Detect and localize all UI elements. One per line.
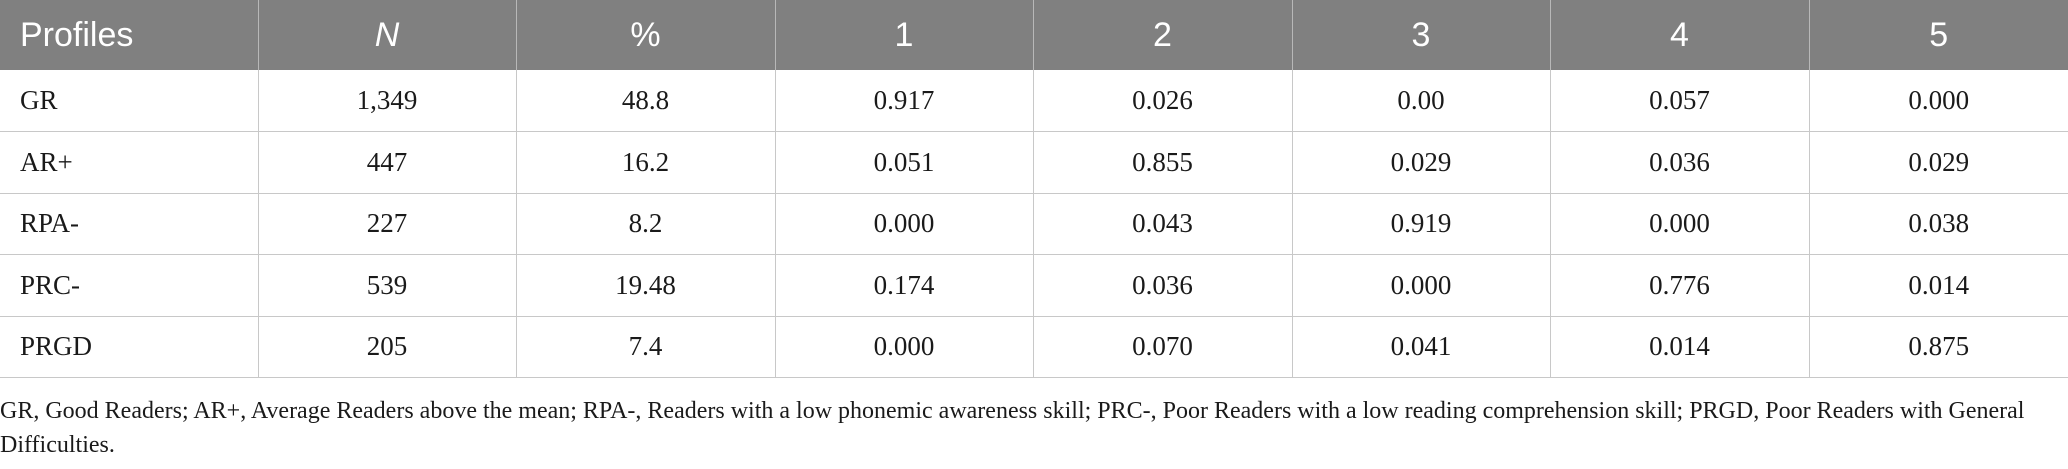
cell-4: 0.000 — [1550, 193, 1810, 255]
cell-1: 0.000 — [775, 193, 1034, 255]
cell-n: 447 — [258, 131, 517, 193]
cell-3: 0.919 — [1292, 193, 1551, 255]
cell-4: 0.776 — [1550, 254, 1810, 316]
cell-1: 0.174 — [775, 254, 1034, 316]
cell-n: 205 — [258, 316, 517, 378]
table-footnote: GR, Good Readers; AR+, Average Readers a… — [0, 398, 2025, 458]
cell-2: 0.026 — [1033, 70, 1293, 132]
cell-1: 0.051 — [775, 131, 1034, 193]
cell-2: 0.070 — [1033, 316, 1293, 378]
header-col-2: 2 — [1033, 0, 1293, 70]
cell-n: 539 — [258, 254, 517, 316]
cell-n: 1,349 — [258, 70, 517, 132]
header-col-5: 5 — [1929, 15, 1949, 54]
cell-5: 0.014 — [1908, 269, 1970, 300]
cell-percent: 7.4 — [516, 316, 776, 378]
table-row: AR+ 447 16.2 0.051 0.855 0.029 0.036 0.0… — [0, 131, 2068, 193]
cell-3: 0.041 — [1292, 316, 1551, 378]
header-profiles: Profiles — [0, 0, 259, 70]
header-percent: % — [516, 0, 776, 70]
cell-5: 0.875 — [1908, 331, 1970, 362]
table-row: RPA- 227 8.2 0.000 0.043 0.919 0.000 0.0… — [0, 193, 2068, 255]
cell-2: 0.036 — [1033, 254, 1293, 316]
header-row: Profiles N % 1 2 3 4 5 — [0, 0, 2068, 70]
cell-profile: RPA- — [0, 193, 259, 255]
cell-5: 0.038 — [1908, 208, 1970, 239]
cell-percent: 19.48 — [516, 254, 776, 316]
table-row: PRGD 205 7.4 0.000 0.070 0.041 0.014 0.8… — [0, 316, 2068, 378]
profiles-table: Profiles N % 1 2 3 4 5 GR 1,349 48.8 0.9… — [0, 0, 2068, 378]
table-row: PRC- 539 19.48 0.174 0.036 0.000 0.776 0… — [0, 254, 2068, 316]
header-col-4: 4 — [1550, 0, 1810, 70]
cell-profile: PRGD — [0, 316, 259, 378]
cell-percent: 8.2 — [516, 193, 776, 255]
cell-profile: AR+ — [0, 131, 259, 193]
cell-4: 0.014 — [1550, 316, 1810, 378]
cell-n: 227 — [258, 193, 517, 255]
profiles-table-container: Profiles N % 1 2 3 4 5 GR 1,349 48.8 0.9… — [0, 0, 2068, 378]
cell-1: 0.000 — [775, 316, 1034, 378]
cell-profile: GR — [0, 70, 259, 132]
cell-percent: 16.2 — [516, 131, 776, 193]
cell-3: 0.00 — [1292, 70, 1551, 132]
cell-percent: 48.8 — [516, 70, 776, 132]
table-header: Profiles N % 1 2 3 4 5 — [0, 0, 2068, 70]
cell-1: 0.917 — [775, 70, 1034, 132]
cell-2: 0.855 — [1033, 131, 1293, 193]
cell-profile: PRC- — [0, 254, 259, 316]
cell-5: 0.000 — [1908, 85, 1970, 115]
cell-4: 0.036 — [1550, 131, 1810, 193]
cell-3: 0.000 — [1292, 254, 1551, 316]
cell-5: 0.029 — [1908, 146, 1970, 177]
cell-3: 0.029 — [1292, 131, 1551, 193]
header-col-3: 3 — [1292, 0, 1551, 70]
cell-4: 0.057 — [1550, 70, 1810, 132]
header-n: N — [258, 0, 517, 70]
table-row: GR 1,349 48.8 0.917 0.026 0.00 0.057 0.0… — [0, 70, 2068, 132]
header-col-1: 1 — [775, 0, 1034, 70]
table-body: GR 1,349 48.8 0.917 0.026 0.00 0.057 0.0… — [0, 70, 2068, 378]
cell-2: 0.043 — [1033, 193, 1293, 255]
